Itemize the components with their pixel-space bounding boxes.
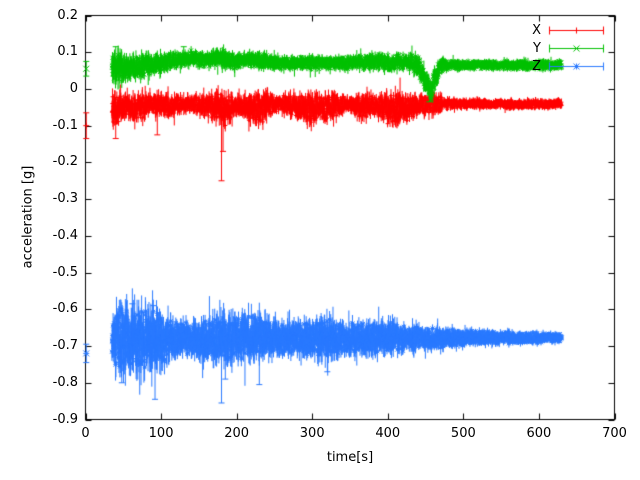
y-tick-label: -0.9 — [52, 411, 78, 427]
y-tick-label: -0.6 — [52, 301, 78, 317]
y-tick-label: -0.2 — [52, 154, 78, 170]
legend-label-x: X — [532, 22, 541, 38]
x-tick-label: 300 — [299, 425, 325, 441]
x-tick-label: 600 — [526, 425, 552, 441]
legend-label-y: Y — [533, 40, 541, 56]
y-tick-label: -0.1 — [52, 117, 78, 133]
y-tick-label: -0.5 — [52, 264, 78, 280]
x-tick-label: 200 — [224, 425, 250, 441]
y-axis-label: acceleration [g] — [20, 165, 36, 269]
legend-label-z: Z — [532, 58, 541, 74]
y-tick-label: 0.1 — [57, 44, 78, 60]
x-tick-label: 500 — [450, 425, 476, 441]
x-tick-label: 0 — [81, 425, 90, 441]
y-tick-label: -0.7 — [52, 338, 78, 354]
y-tick-label: -0.8 — [52, 374, 78, 390]
x-tick-label: 400 — [375, 425, 401, 441]
x-tick-label: 100 — [148, 425, 174, 441]
x-axis-label: time[s] — [326, 450, 374, 465]
x-tick-label: 700 — [602, 425, 627, 441]
y-tick-label: 0 — [69, 80, 78, 96]
y-tick-label: 0.2 — [57, 7, 78, 23]
y-tick-label: -0.3 — [52, 191, 78, 207]
y-tick-label: -0.4 — [52, 227, 78, 243]
